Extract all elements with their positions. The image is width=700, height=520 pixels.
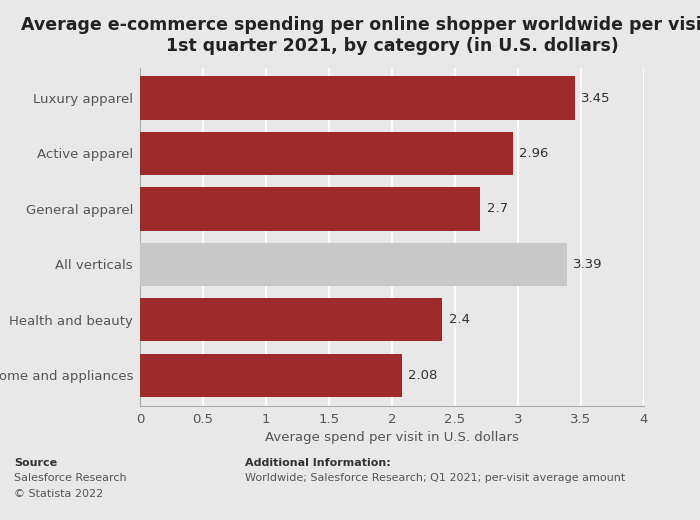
Bar (140, 298, 442, 341)
X-axis label: Average spend per visit in U.S. dollars: Average spend per visit in U.S. dollars (265, 431, 519, 444)
Text: Additional Information:: Additional Information: (245, 458, 391, 467)
Bar (140, 187, 480, 230)
Text: Source: Source (14, 458, 57, 467)
Text: 2.7: 2.7 (486, 202, 507, 215)
Text: © Statista 2022: © Statista 2022 (14, 489, 104, 499)
Text: 3.45: 3.45 (581, 92, 610, 105)
Bar (140, 243, 567, 286)
Text: Salesforce Research: Salesforce Research (14, 473, 127, 483)
Text: 2.08: 2.08 (408, 369, 438, 382)
Text: 2.96: 2.96 (519, 147, 549, 160)
Text: 2.4: 2.4 (449, 313, 470, 326)
Text: 3.39: 3.39 (573, 258, 603, 271)
Title: Average e-commerce spending per online shopper worldwide per visit as of
1st qua: Average e-commerce spending per online s… (21, 16, 700, 55)
Bar (140, 132, 513, 175)
Text: Worldwide; Salesforce Research; Q1 2021; per-visit average amount: Worldwide; Salesforce Research; Q1 2021;… (245, 473, 625, 483)
Bar (140, 354, 402, 397)
Bar (140, 76, 575, 120)
